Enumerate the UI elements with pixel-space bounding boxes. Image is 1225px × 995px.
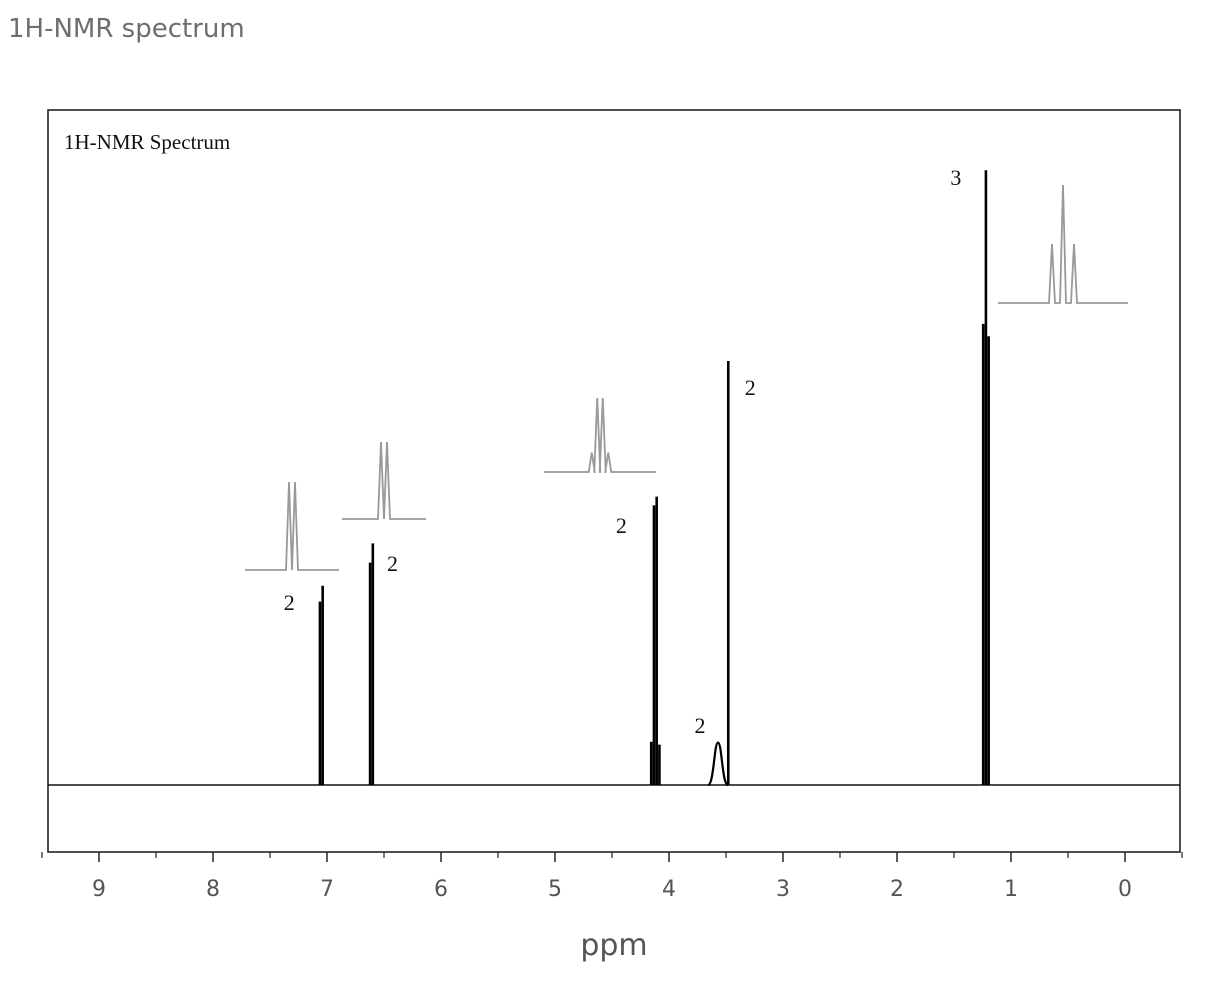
- integration-label: 2: [387, 551, 398, 576]
- multiplet-inset: [544, 397, 656, 473]
- x-tick-label: 5: [548, 877, 562, 902]
- integration-label: 2: [616, 513, 627, 538]
- x-tick-label: 8: [206, 877, 220, 902]
- x-tick-label: 1: [1004, 877, 1018, 902]
- integration-label: 3: [950, 165, 961, 190]
- x-axis-label: ppm: [580, 928, 647, 963]
- integration-label: 2: [745, 375, 756, 400]
- x-tick-label: 6: [434, 877, 448, 902]
- multiplet-inset: [342, 441, 426, 520]
- nmr-peak: [706, 741, 730, 787]
- integration-label: 2: [284, 590, 295, 615]
- nmr-peak: [368, 543, 375, 785]
- x-axis: 9 8 7 6 5 4 3 2 1 0: [41, 852, 1183, 902]
- integration-label: 2: [695, 713, 706, 738]
- plot-frame: [47, 109, 1181, 853]
- chart-title: 1H-NMR Spectrum: [64, 130, 230, 154]
- x-tick-label: 4: [662, 877, 676, 902]
- nmr-peak: [318, 585, 324, 785]
- x-tick-label: 2: [890, 877, 904, 902]
- x-tick-label: 0: [1118, 877, 1132, 902]
- integration-labels: 2 2 2 2 2 3: [284, 165, 962, 738]
- nmr-peak: [649, 496, 661, 785]
- peak-group: [318, 170, 990, 787]
- multiplet-inset: [245, 481, 339, 571]
- multiplet-insets: [245, 184, 1128, 571]
- nmr-peak: [981, 170, 990, 785]
- x-tick-label: 3: [776, 877, 790, 902]
- multiplet-inset: [998, 184, 1128, 304]
- x-tick-label: 9: [92, 877, 106, 902]
- x-tick-label: 7: [320, 877, 334, 902]
- page-title: 1H-NMR spectrum: [8, 14, 245, 44]
